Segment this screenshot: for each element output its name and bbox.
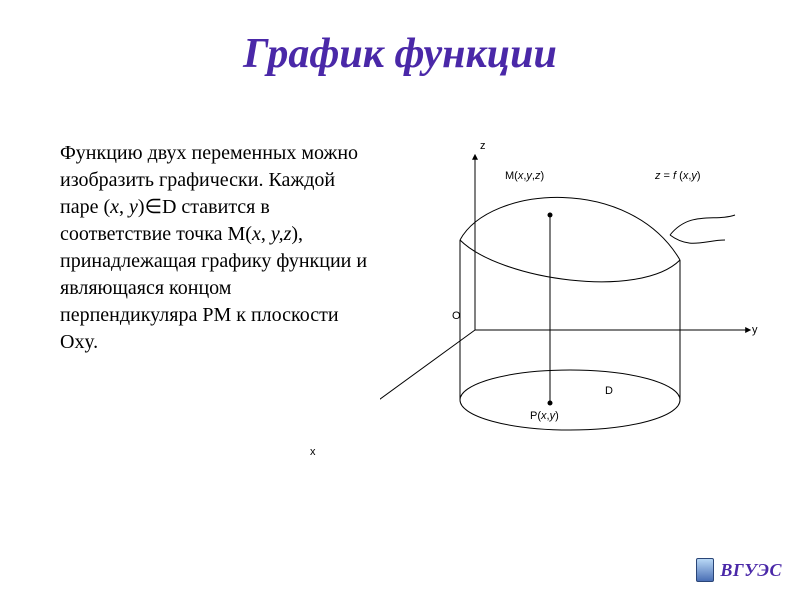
slide-title: График функции — [0, 30, 800, 78]
label-zeq-text: z = f (x,y) — [655, 170, 701, 182]
label-d: D — [605, 385, 613, 397]
body-text: Функцию двух переменных можно изобразить… — [60, 140, 370, 356]
body-part: , — [261, 223, 271, 245]
label-origin: O — [452, 310, 461, 322]
label-m: M(x,y,z) — [505, 170, 544, 182]
label-zeq: z = f (x,y) — [655, 170, 701, 182]
var-x2: x — [252, 223, 261, 245]
var-y: y — [129, 196, 138, 218]
domain-ellipse — [460, 370, 680, 430]
point-m — [548, 213, 553, 218]
diagram-svg — [380, 110, 780, 480]
surface-extra — [670, 215, 735, 243]
diagram-3d: z y x O D P(x,y) M(x,y,z) z = f (x,y) — [380, 110, 780, 480]
label-p-text: P(x,y) — [530, 410, 559, 422]
slide: График функции Функцию двух переменных м… — [0, 0, 800, 600]
label-p: P(x,y) — [530, 410, 559, 422]
logo: ВГУЭС — [696, 558, 782, 582]
logo-icon — [696, 558, 714, 582]
label-x: x — [310, 446, 316, 458]
label-z: z — [480, 140, 486, 152]
logo-text: ВГУЭС — [720, 560, 782, 581]
label-m-text: M(x,y,z) — [505, 170, 544, 182]
surface-front — [460, 197, 680, 260]
surface-back — [460, 240, 680, 282]
var-x: x — [110, 196, 119, 218]
axis-x — [380, 330, 475, 450]
label-y: y — [752, 324, 758, 336]
point-p — [548, 401, 553, 406]
body-part: , — [119, 196, 129, 218]
var-yz: y,z — [271, 223, 292, 245]
